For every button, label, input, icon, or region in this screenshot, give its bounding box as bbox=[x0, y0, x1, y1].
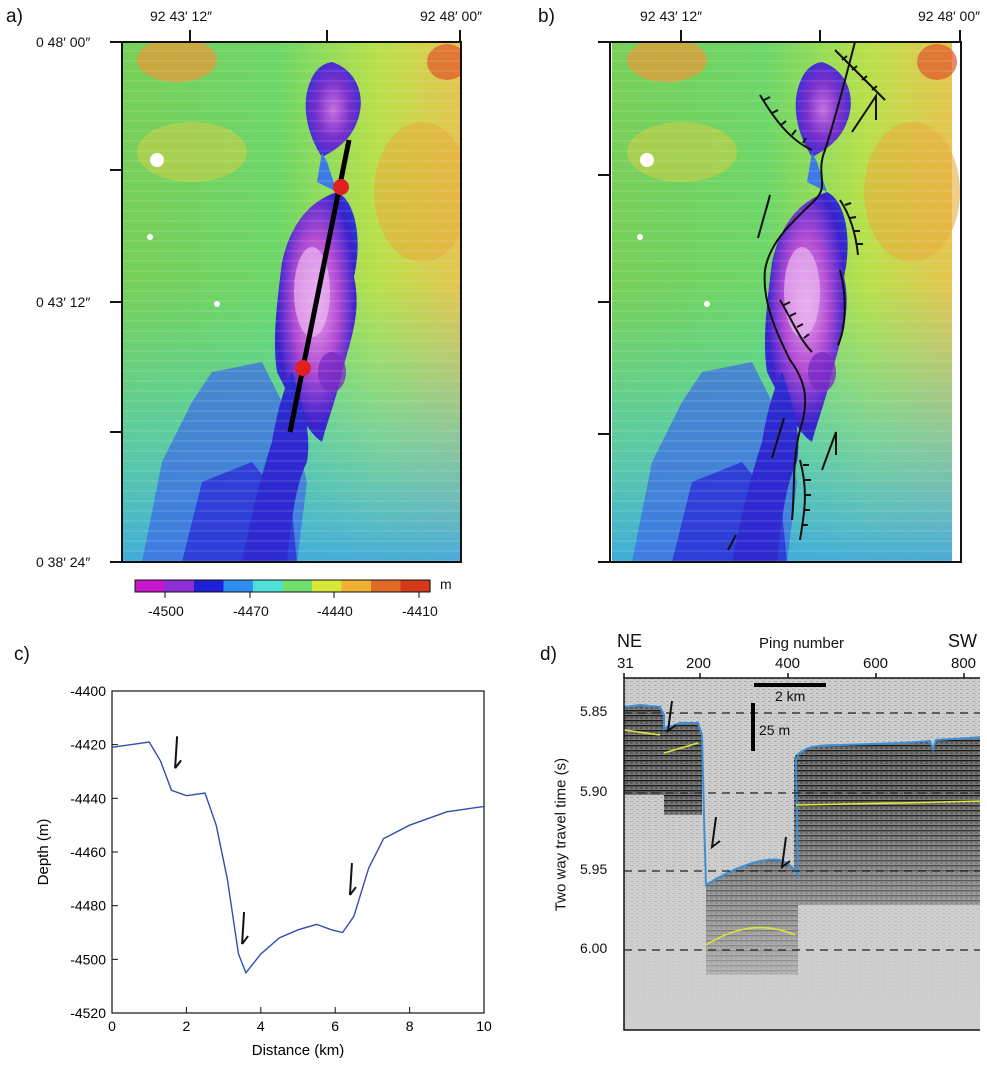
ping-tick-400: 400 bbox=[775, 655, 801, 672]
time-tick-585: 5.85 bbox=[580, 703, 608, 719]
time-tick-600: 6.00 bbox=[580, 940, 608, 956]
map-b bbox=[598, 30, 962, 563]
time-tick-590: 5.90 bbox=[580, 783, 608, 799]
depth-line bbox=[111, 741, 485, 975]
y-tick-label: -4520 bbox=[70, 1005, 106, 1021]
bathymetry-maps bbox=[110, 30, 962, 598]
time-tick-595: 5.95 bbox=[580, 861, 608, 877]
y-tick-label: -4500 bbox=[70, 951, 106, 967]
plot-frame bbox=[111, 690, 485, 1014]
ping-tick-800: 800 bbox=[951, 655, 977, 672]
map-b-lon-label-1: 92 43′ 12″ bbox=[640, 8, 703, 24]
direction-sw: SW bbox=[948, 631, 977, 651]
colorbar-swatch bbox=[282, 580, 313, 592]
colorbar-unit: m bbox=[440, 576, 452, 592]
colorbar-swatch bbox=[164, 580, 195, 592]
colorbar-swatch bbox=[223, 580, 254, 592]
colorbar-tick-1: -4500 bbox=[148, 603, 184, 619]
seafloor-reflector bbox=[623, 703, 980, 887]
colorbar bbox=[134, 579, 431, 598]
map-b-lon-label-2: 92 48′ 00″ bbox=[918, 8, 981, 24]
panel-label-a: a) bbox=[6, 6, 23, 27]
y-axis-title: Depth (m) bbox=[35, 819, 52, 886]
profile-start-marker bbox=[333, 179, 349, 195]
panel-label-b: b) bbox=[538, 6, 555, 27]
x-axis-title: Distance (km) bbox=[252, 1042, 345, 1059]
colorbar-swatch bbox=[400, 580, 431, 592]
colorbar-tick-2: -4470 bbox=[233, 603, 269, 619]
ping-tick-600: 600 bbox=[863, 655, 889, 672]
y-tick-label: -4480 bbox=[70, 898, 106, 914]
panel-label-d: d) bbox=[540, 644, 557, 665]
colorbar-tick-3: -4440 bbox=[317, 603, 353, 619]
colorbar-swatch bbox=[194, 580, 225, 592]
seismic-fault-arrows bbox=[666, 700, 791, 870]
ping-tick-31: 31 bbox=[617, 655, 634, 672]
y-tick-label: -4460 bbox=[70, 844, 106, 860]
profile-end-marker bbox=[295, 360, 311, 376]
strike-slip-arrows bbox=[727, 92, 877, 551]
fault-traces bbox=[759, 41, 886, 541]
map-a-lat-label-2: 0 43′ 12″ bbox=[36, 294, 91, 310]
map-a-lat-label-3: 0 38′ 24″ bbox=[36, 554, 91, 570]
ping-axis-title: Ping number bbox=[759, 635, 845, 652]
y-tick-label: -4440 bbox=[70, 790, 106, 806]
scale-label-2km: 2 km bbox=[775, 688, 806, 704]
y-tick-label: -4400 bbox=[70, 683, 106, 699]
direction-ne: NE bbox=[617, 631, 643, 651]
x-tick-label: 0 bbox=[108, 1018, 116, 1034]
fault-arrow bbox=[348, 863, 357, 896]
seismic-profile bbox=[623, 673, 980, 1031]
colorbar-tick-4: -4410 bbox=[402, 603, 438, 619]
scale-label-25m: 25 m bbox=[759, 722, 791, 738]
y-tick-label: -4420 bbox=[70, 737, 106, 753]
seismic-y-axis-title: Two way travel time (s) bbox=[552, 757, 570, 912]
fault-arrow bbox=[174, 736, 182, 769]
depth-profile-chart: 0 2 4 6 8 10 -4400 -4420 -4440 -4460 -4480 -4500 -45… bbox=[35, 683, 492, 1059]
map-a bbox=[110, 30, 462, 563]
x-tick-label: 6 bbox=[331, 1018, 339, 1034]
map-a-lat-label-1: 0 48′ 00″ bbox=[36, 34, 91, 50]
ping-tick-200: 200 bbox=[686, 655, 712, 672]
colorbar-swatch bbox=[341, 580, 372, 592]
map-a-lon-label-2: 92 48′ 00″ bbox=[420, 8, 483, 24]
colorbar-swatch bbox=[135, 580, 166, 592]
colorbar-swatch bbox=[253, 580, 284, 592]
x-tick-label: 10 bbox=[476, 1018, 492, 1034]
yellow-horizon bbox=[623, 729, 980, 946]
colorbar-swatch bbox=[371, 580, 402, 592]
panel-label-c: c) bbox=[14, 644, 30, 665]
map-a-lon-label-1: 92 43′ 12″ bbox=[150, 8, 213, 24]
x-tick-label: 4 bbox=[257, 1018, 265, 1034]
colorbar-swatch bbox=[312, 580, 343, 592]
x-tick-label: 8 bbox=[406, 1018, 414, 1034]
x-tick-label: 2 bbox=[183, 1018, 191, 1034]
fault-arrow bbox=[241, 911, 249, 945]
